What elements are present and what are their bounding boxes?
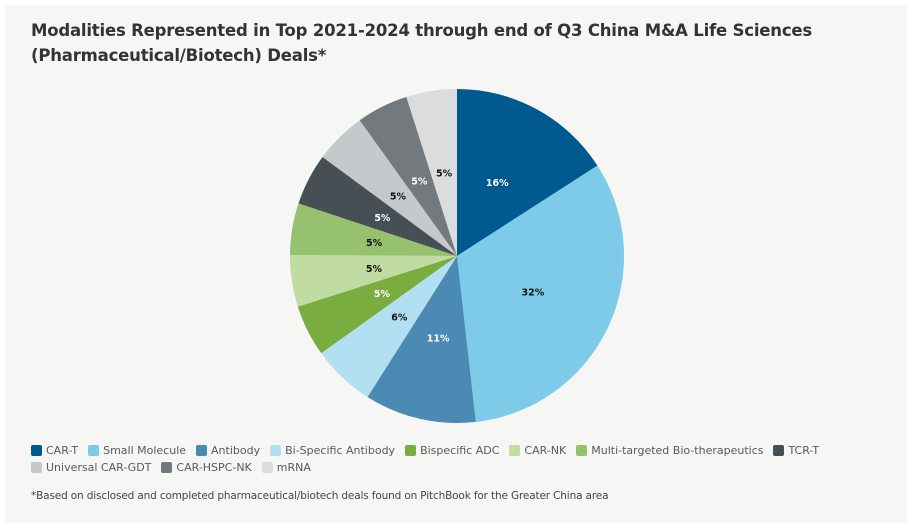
data-label-car-hspc-nk: 5% [411,176,428,187]
legend-item-car-hspc-nk: CAR-HSPC-NK [161,460,252,475]
data-label-car-t: 16% [486,178,509,189]
legend-label: Small Molecule [103,444,187,457]
legend-label: CAR-NK [524,444,567,457]
data-label-mrna: 5% [436,168,453,179]
data-label-antibody: 11% [427,333,450,344]
legend-label: Bi-Specific Antibody [285,444,396,457]
legend-label: mRNA [276,461,311,474]
legend-swatch [773,445,785,456]
legend-swatch [576,445,588,456]
data-label-universal-car-gdt: 5% [390,192,407,203]
pie-slice-multi-targeted-bio-therapeutics [290,203,457,256]
legend-label: CAR-HSPC-NK [176,461,252,474]
legend-swatch [261,462,273,473]
legend-label: Antibody [211,444,261,457]
legend-item-bi-specific-antibody: Bi-Specific Antibody [270,443,395,458]
data-label-tcr-t: 5% [374,213,391,224]
pie-slice-bi-specific-antibody [321,256,457,398]
pie-slice-car-hspc-nk [359,96,457,256]
data-label-bi-specific-antibody: 6% [391,313,408,324]
pie-slice-tcr-t [298,156,457,256]
legend-item-car-nk: CAR-NK [509,443,566,458]
chart-title: Modalities Represented in Top 2021-2024 … [31,18,871,68]
legend-item-bispecific-adc: Bispecific ADC [405,443,499,458]
legend-item-antibody: Antibody [196,443,260,458]
pie-slice-mrna [406,89,457,256]
pie-slice-car-nk [290,254,457,307]
data-label-small-molecule: 32% [522,288,545,299]
pie-slice-small-molecule [457,165,624,422]
legend-item-multi-targeted-bio-therapeutics: Multi-targeted Bio-therapeutics [576,443,763,458]
legend-item-tcr-t: TCR-T [773,443,819,458]
pie-slice-bispecific-adc [297,256,457,354]
legend-swatch [161,462,173,473]
pie-slice-car-t [457,89,598,256]
legend-swatch [270,445,282,456]
chart-legend: CAR-T Small Molecule Antibody Bi-Specific A… [31,443,831,477]
pie-slice-antibody [367,256,476,423]
data-label-multi-targeted-bio-therapeutics: 5% [366,238,383,249]
legend-label: Universal CAR-GDT [46,461,152,474]
legend-swatch [88,445,100,456]
legend-label: TCR-T [788,444,820,457]
chart-title-line-2: (Pharmaceutical/Biotech) Deals* [31,46,327,65]
legend-label: Bispecific ADC [420,444,500,457]
data-label-car-nk: 5% [366,264,383,275]
legend-swatch [31,462,42,473]
legend-item-small-molecule: Small Molecule [88,443,186,458]
legend-label: Multi-targeted Bio-therapeutics [591,444,764,457]
legend-item-car-t: CAR-T [31,443,78,458]
data-label-bispecific-adc: 5% [374,289,391,300]
legend-swatch [405,445,417,456]
legend-swatch [31,445,42,456]
legend-item-mrna: mRNA [261,460,311,475]
legend-item-universal-car-gdt: Universal CAR-GDT [31,460,151,475]
legend-swatch [509,445,521,456]
pie-slice-universal-car-gdt [322,120,457,256]
chart-footnote: *Based on disclosed and completed pharma… [31,490,609,502]
legend-swatch [196,445,208,456]
legend-label: CAR-T [46,444,79,457]
chart-title-line-1: Modalities Represented in Top 2021-2024 … [31,21,813,40]
